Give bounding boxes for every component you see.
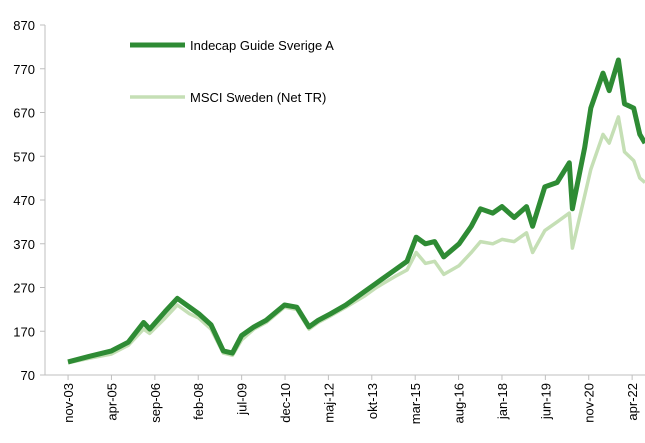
y-tick-label: 570 <box>13 149 35 164</box>
y-tick-label: 170 <box>13 324 35 339</box>
x-tick-label: okt-13 <box>365 383 380 419</box>
x-tick-label: dec-10 <box>278 383 293 423</box>
series-line <box>67 57 645 365</box>
y-tick-label: 370 <box>13 237 35 252</box>
x-tick-label: aug-16 <box>452 383 467 423</box>
legend-label: Indecap Guide Sverige A <box>190 38 334 53</box>
x-tick-label: apr-05 <box>104 383 119 421</box>
x-tick-label: sep-06 <box>148 383 163 423</box>
legend-label: MSCI Sweden (Net TR) <box>190 90 326 105</box>
y-tick-label: 70 <box>21 368 35 383</box>
x-tick-label: nov-20 <box>582 383 597 423</box>
x-tick-label: mar-15 <box>408 383 423 424</box>
y-tick-label: 470 <box>13 193 35 208</box>
y-tick-label: 670 <box>13 106 35 121</box>
x-tick-label: maj-12 <box>321 383 336 423</box>
y-tick-label: 870 <box>13 18 35 33</box>
x-tick-label: jan-18 <box>495 383 510 420</box>
x-tick-label: jun-19 <box>538 383 553 420</box>
y-tick-label: 270 <box>13 281 35 296</box>
y-tick-label: 770 <box>13 62 35 77</box>
series-line <box>67 115 645 365</box>
x-tick-label: apr-22 <box>625 383 640 421</box>
x-tick-label: feb-08 <box>191 383 206 420</box>
x-tick-label: jul-09 <box>235 383 250 416</box>
x-tick-label: nov-03 <box>61 383 76 423</box>
